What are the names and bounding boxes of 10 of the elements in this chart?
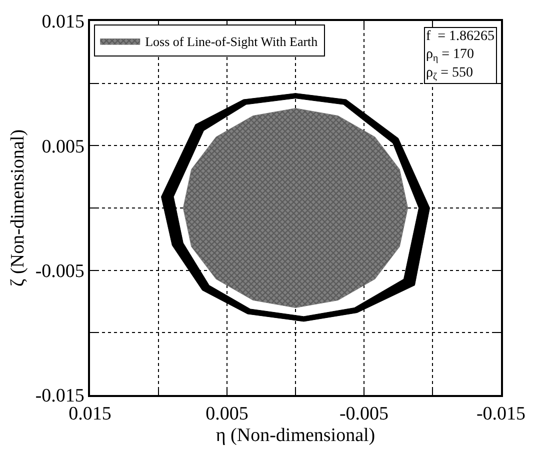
x-axis-title: η (Non-dimensional) <box>216 424 376 446</box>
y-tick-label: -0.005 <box>35 260 84 282</box>
x-tick-label: -0.015 <box>476 404 526 425</box>
annotation: f = 1.86265 ρ$_{η}$ = 170 ρ$_{ζ}$ = 550 <box>426 29 495 82</box>
x-tick-label: 0.005 <box>206 404 248 425</box>
legend-label: Loss of Line-of-Sight With Earth <box>145 34 318 49</box>
y-tick-label: 0.005 <box>42 136 84 158</box>
y-axis-title: ζ (Non-dimensional) <box>8 129 29 287</box>
y-tick-label: 0.015 <box>42 12 84 33</box>
x-tick-label: -0.005 <box>339 404 389 425</box>
